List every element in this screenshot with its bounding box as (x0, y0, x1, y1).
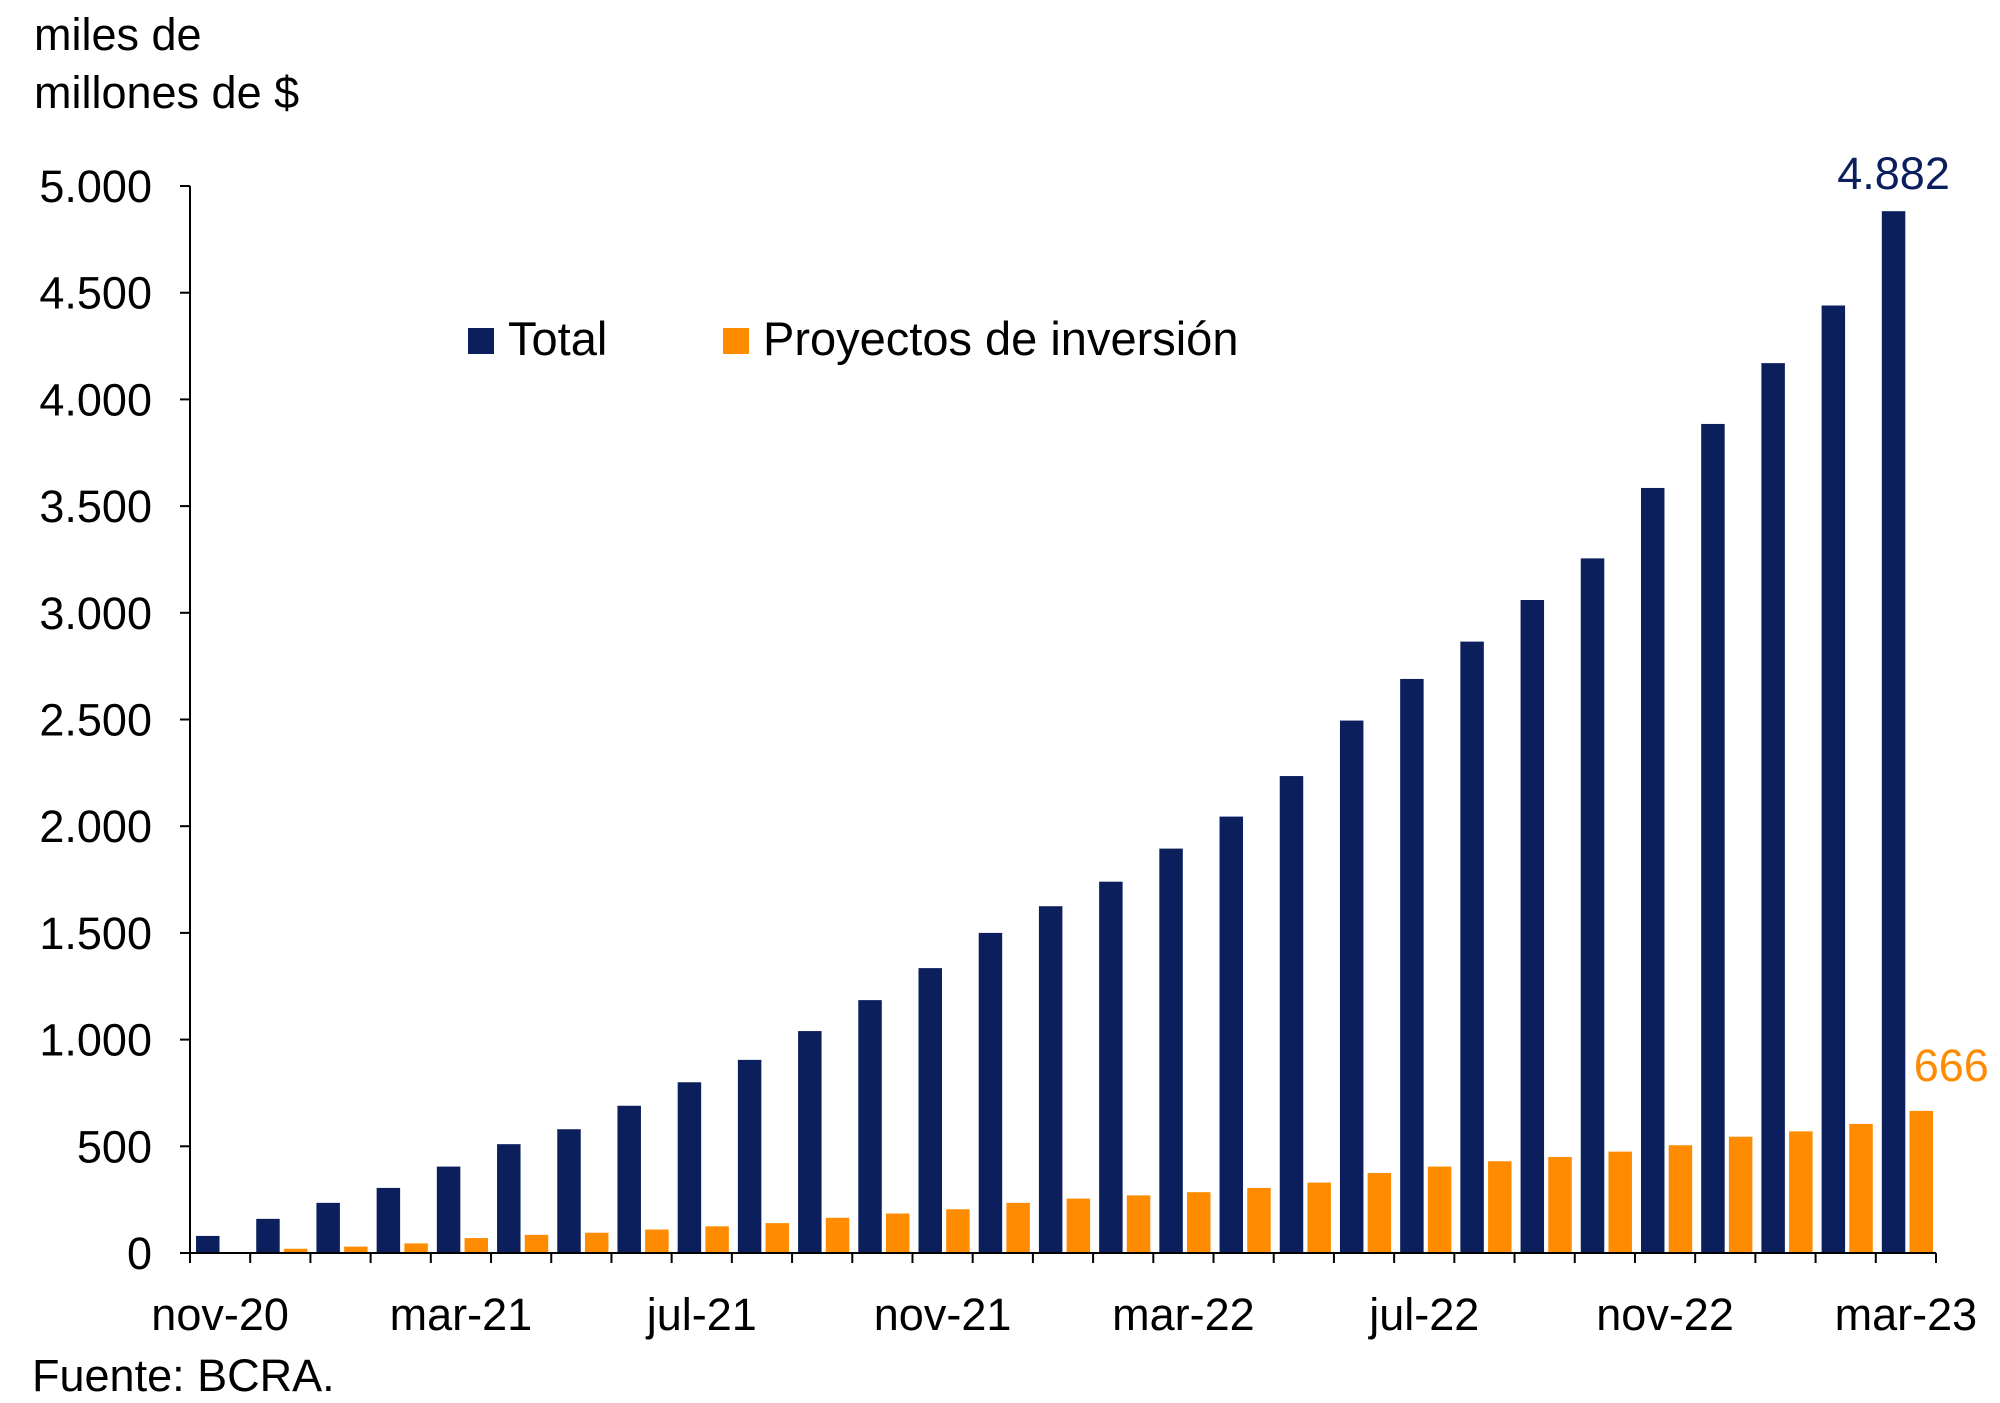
bar-total-ene-21 (316, 1202, 340, 1253)
bar-total-jul-21 (677, 1082, 702, 1253)
legend-label-proyectos: Proyectos de inversión (763, 312, 1238, 365)
bar-total-jun-21 (617, 1105, 641, 1253)
bar-total-nov-22 (1640, 487, 1665, 1253)
bar-proyectos-jun-22 (1367, 1172, 1392, 1253)
y-tick-label: 3.000 (39, 588, 152, 639)
unit-line-2: millones de $ (34, 67, 300, 118)
bar-proyectos-dic-22 (1728, 1136, 1753, 1253)
bar-total-sep-22 (1520, 599, 1545, 1253)
y-tick-label: 500 (77, 1121, 152, 1172)
bar-proyectos-jun-21 (645, 1229, 669, 1253)
unit-line-1: miles de (34, 9, 202, 60)
bar-proyectos-nov-21 (946, 1209, 970, 1253)
bar-proyectos-jul-21 (705, 1226, 729, 1253)
bar-total-ago-22 (1460, 641, 1484, 1253)
data-label-proyectos: 666 (1914, 1040, 1989, 1091)
bar-total-mar-23 (1881, 211, 1906, 1254)
y-tick-label: 2.000 (39, 801, 152, 852)
bar-total-feb-22 (1099, 881, 1123, 1253)
bar-proyectos-oct-21 (885, 1213, 910, 1253)
source-note: Fuente: BCRA. (32, 1350, 335, 1401)
bar-proyectos-oct-22 (1608, 1151, 1632, 1253)
y-axis-unit-label: miles de millones de $ (34, 6, 299, 122)
bar-total-may-21 (557, 1129, 581, 1253)
bar-total-may-22 (1279, 776, 1304, 1253)
bar-total-mar-22 (1159, 848, 1183, 1253)
bar-total-abr-22 (1219, 816, 1244, 1253)
bar-proyectos-ene-21 (344, 1246, 368, 1253)
legend-swatch-proyectos (723, 328, 749, 354)
x-tick-label: nov-21 (874, 1289, 1012, 1340)
bar-proyectos-ene-22 (1066, 1198, 1091, 1253)
x-tick-label: jul-22 (1367, 1289, 1479, 1340)
x-tick-label: mar-23 (1835, 1289, 1978, 1340)
bar-total-jun-22 (1339, 720, 1364, 1253)
y-tick-label: 4.000 (39, 374, 152, 425)
bar-proyectos-dic-21 (1006, 1202, 1030, 1253)
bar-proyectos-abr-22 (1247, 1187, 1271, 1253)
legend-label-total: Total (508, 312, 607, 365)
bar-proyectos-mar-23 (1909, 1110, 1933, 1253)
x-tick-label: jul-21 (645, 1289, 757, 1340)
bar-proyectos-sep-21 (825, 1217, 850, 1253)
bar-proyectos-ago-21 (765, 1223, 790, 1253)
bar-total-feb-23 (1821, 305, 1846, 1253)
bar-proyectos-mar-22 (1187, 1192, 1211, 1253)
y-tick-label: 3.500 (39, 481, 152, 532)
y-tick-label: 2.500 (39, 695, 152, 746)
bar-total-dic-22 (1701, 423, 1725, 1253)
y-tick-label: 1.500 (39, 908, 152, 959)
bar-total-dic-20 (256, 1218, 280, 1253)
legend-swatch-total (468, 328, 494, 354)
bar-total-feb-21 (376, 1187, 401, 1253)
bar-proyectos-feb-22 (1126, 1195, 1151, 1253)
bar-total-jul-22 (1400, 678, 1424, 1253)
bar-total-ene-23 (1761, 363, 1785, 1253)
bar-proyectos-may-22 (1307, 1182, 1331, 1253)
bar-proyectos-nov-22 (1668, 1145, 1693, 1253)
bar-total-oct-21 (858, 1000, 882, 1253)
bar-total-oct-22 (1580, 558, 1605, 1253)
bar-total-nov-21 (918, 968, 942, 1253)
bar-proyectos-sep-22 (1548, 1156, 1572, 1253)
bar-total-ene-22 (1038, 906, 1063, 1253)
bar-proyectos-ene-23 (1789, 1131, 1813, 1253)
y-tick-label: 1.000 (39, 1015, 152, 1066)
bar-total-ago-21 (737, 1059, 762, 1253)
bar-proyectos-feb-23 (1849, 1123, 1873, 1253)
bar-proyectos-abr-21 (524, 1234, 549, 1253)
bar-proyectos-jul-22 (1427, 1166, 1452, 1253)
bar-proyectos-ago-22 (1488, 1161, 1512, 1253)
data-label-total: 4.882 (1837, 148, 1950, 199)
y-tick-label: 5.000 (39, 161, 152, 212)
bar-total-abr-21 (497, 1144, 521, 1253)
bar-proyectos-dic-20 (283, 1248, 308, 1253)
bar-total-sep-21 (798, 1031, 822, 1253)
bar-total-nov-20 (196, 1235, 220, 1253)
bar-proyectos-feb-21 (404, 1243, 428, 1253)
x-tick-label: mar-22 (1112, 1289, 1255, 1340)
x-tick-label: mar-21 (390, 1289, 533, 1340)
x-tick-label: nov-20 (151, 1289, 289, 1340)
bar-proyectos-may-21 (584, 1232, 609, 1253)
bar-total-dic-21 (978, 932, 1003, 1253)
y-tick-label: 0 (127, 1228, 152, 1279)
bar-proyectos-mar-21 (464, 1238, 489, 1253)
x-tick-label: nov-22 (1596, 1289, 1734, 1340)
bar-total-mar-21 (436, 1166, 461, 1253)
y-tick-label: 4.500 (39, 268, 152, 319)
